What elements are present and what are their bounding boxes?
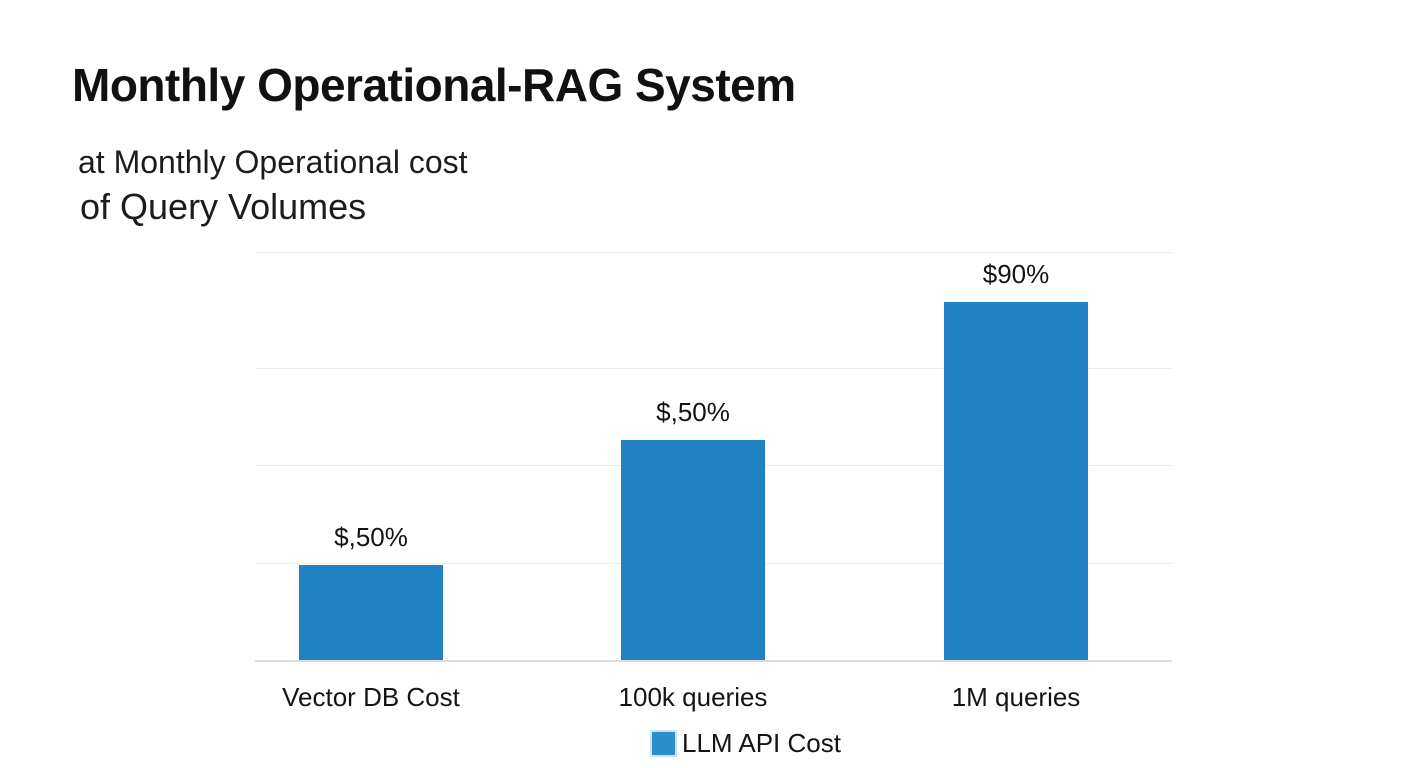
x-axis-line — [255, 660, 1172, 662]
x-axis-label: Vector DB Cost — [282, 682, 460, 712]
chart-subtitle-line-2: of Query Volumes — [80, 186, 367, 227]
chart-title: Monthly Operational-RAG System — [72, 59, 796, 111]
chart-legend: LLM API Cost — [652, 728, 841, 759]
plot-area: $,50% $,50% $90% — [255, 252, 1172, 662]
legend-label: LLM API Cost — [682, 728, 841, 758]
bar-1m-queries — [944, 302, 1088, 660]
bar-vector-db-cost — [299, 565, 443, 660]
bar-value-label: $,50% — [334, 522, 408, 552]
x-axis-label: 1M queries — [951, 682, 1081, 712]
bar-value-label: $,50% — [656, 397, 730, 427]
chart-subtitle-line-1: at Monthly Operational cost — [78, 144, 468, 180]
gridline — [255, 368, 1172, 369]
bar-100k-queries — [621, 440, 765, 660]
x-axis-label: 100k queries — [618, 682, 768, 712]
legend-swatch-icon — [652, 732, 675, 755]
gridline — [255, 252, 1172, 253]
bar-value-label: $90% — [982, 259, 1050, 289]
